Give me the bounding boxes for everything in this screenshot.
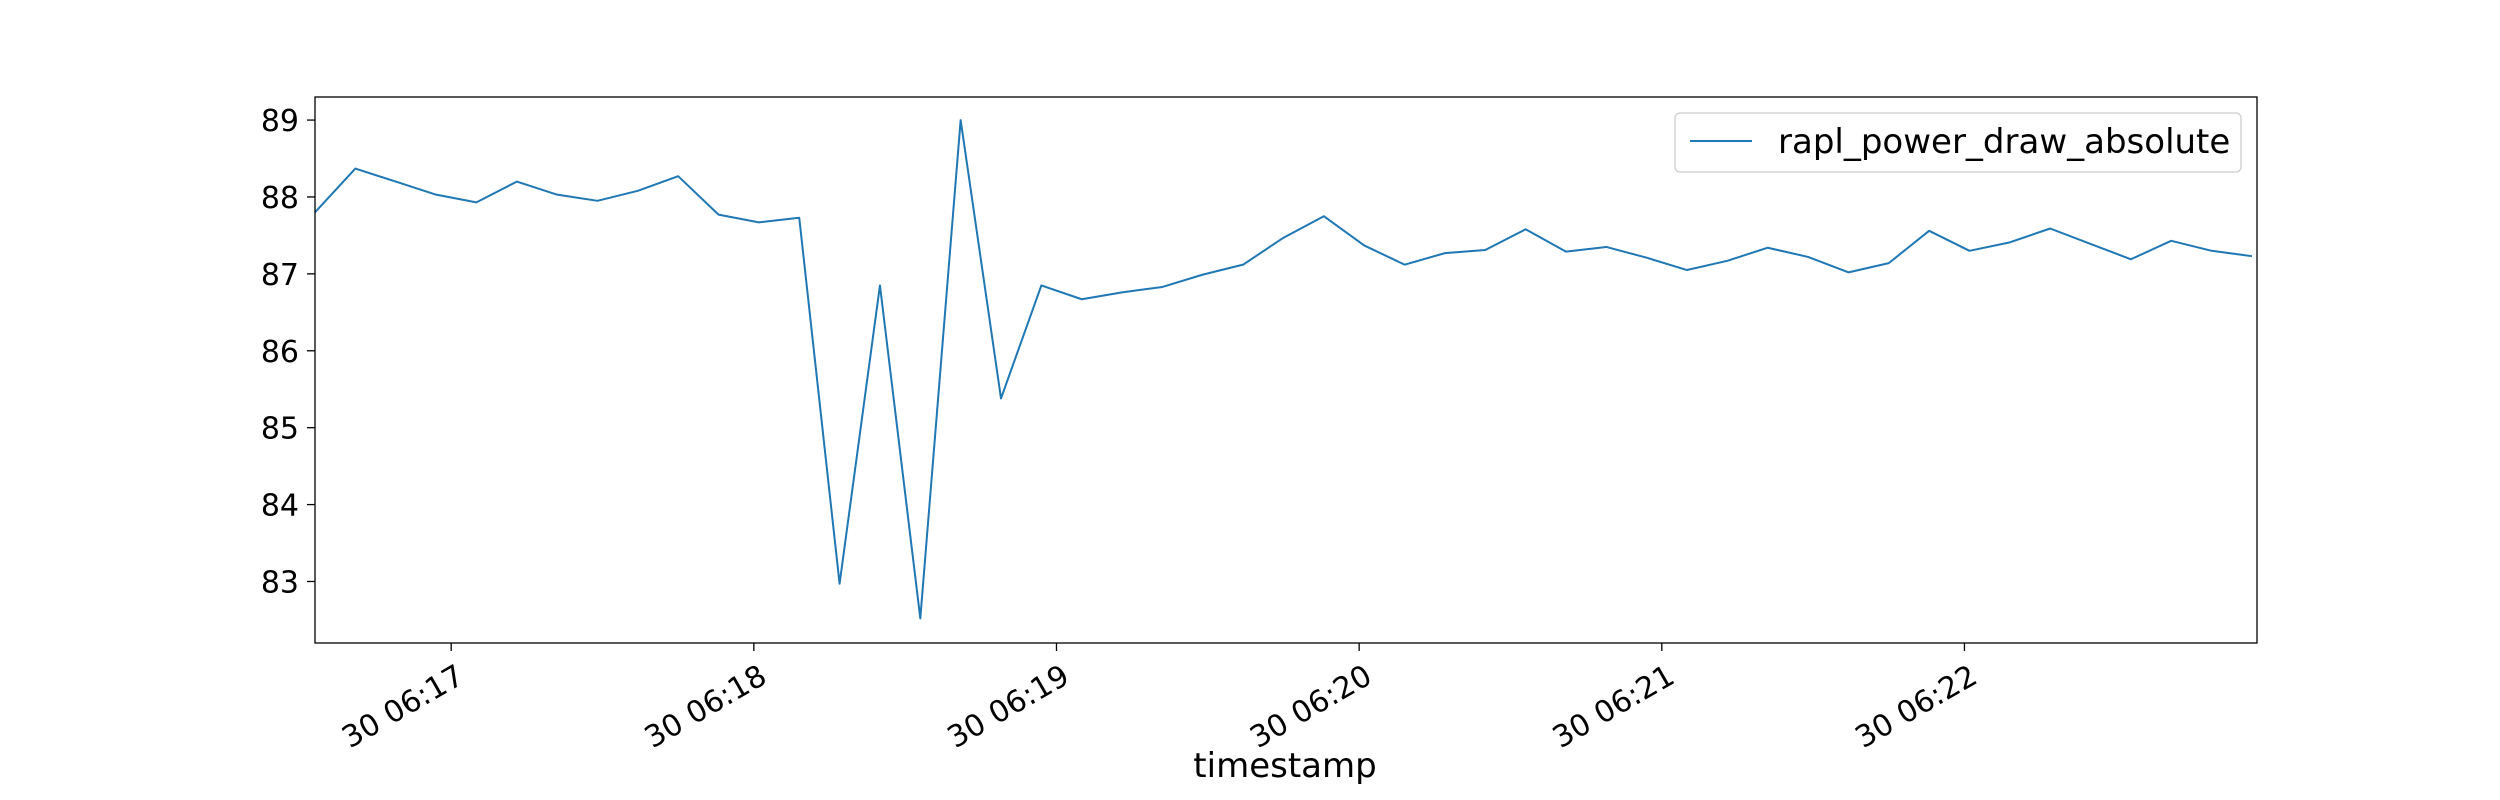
x-tick-label: 30 06:20 xyxy=(1244,658,1378,755)
legend-frame xyxy=(1674,112,2242,173)
x-tick-label: 30 06:21 xyxy=(1547,658,1681,755)
plot-frame xyxy=(314,96,2258,644)
x-tick-label: 30 06:22 xyxy=(1850,658,1984,755)
legend-label-rapl-power-draw-absolute: rapl_power_draw_absolute xyxy=(1778,122,2230,162)
y-axis-ticks: 83 84 85 86 87 88 89 xyxy=(261,104,315,600)
x-axis-label: timestamp xyxy=(1193,746,1376,786)
series-layer xyxy=(314,119,2253,620)
x-tick-label: 30 06:17 xyxy=(336,658,470,755)
y-tick-label: 85 xyxy=(261,412,299,447)
y-tick-label: 88 xyxy=(261,181,299,216)
y-tick-label: 89 xyxy=(261,104,299,139)
y-tick-label: 83 xyxy=(261,565,299,600)
plot-background xyxy=(315,97,2257,643)
legend: rapl_power_draw_absolute xyxy=(1674,112,2242,173)
x-tick-label: 30 06:18 xyxy=(639,658,773,755)
x-axis-ticks: 30 06:17 30 06:18 30 06:19 30 06:20 30 06:21… xyxy=(336,643,1983,756)
y-tick-label: 87 xyxy=(261,258,299,293)
series-line-rapl-power-draw-absolute xyxy=(314,119,2253,620)
y-tick-label: 84 xyxy=(261,489,299,524)
y-tick-label: 86 xyxy=(261,335,299,370)
x-tick-label: 30 06:19 xyxy=(942,658,1076,755)
